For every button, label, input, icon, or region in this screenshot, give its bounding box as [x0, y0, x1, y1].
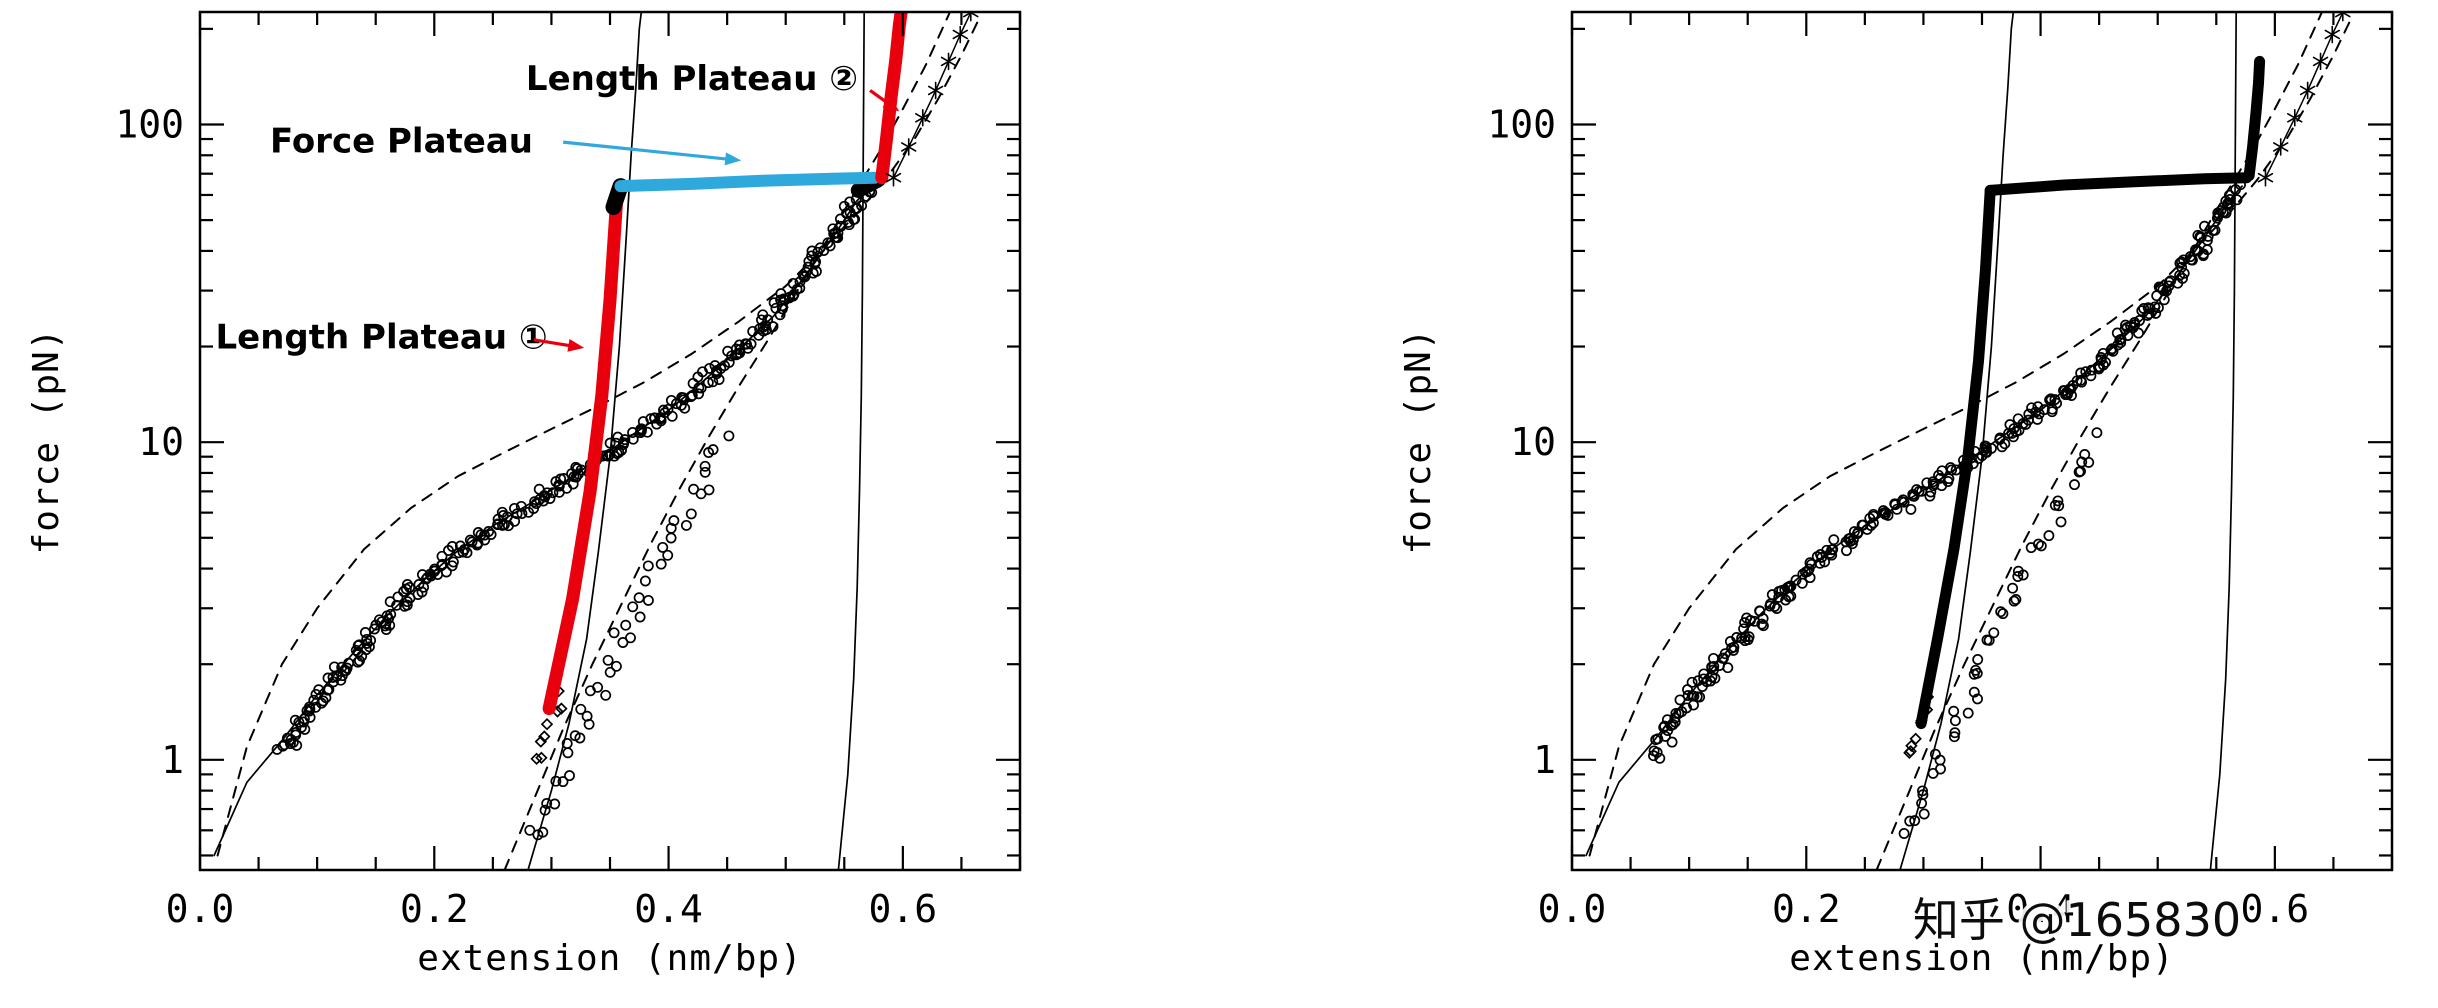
overstretched-form-line: [2209, 12, 2238, 870]
x-tick-label: 0.6: [2241, 887, 2310, 931]
x-tick-label: 0.6: [869, 887, 938, 931]
svg-text:Length Plateau ①: Length Plateau ①: [215, 318, 547, 358]
dsdna-wlc-steep-line: [1899, 12, 2015, 870]
right-plot: 0.0 0.2 0.4 0.6 1 10 100 extension (nm/bp) force…: [1398, 10, 2394, 979]
ssdna-scatter-circles: [524, 430, 735, 841]
annotation-arrowhead: [724, 152, 742, 166]
left-data-layer: [213, 12, 980, 870]
y-axis-label: force (pN): [1398, 328, 1439, 555]
wlc-fit-line: [1585, 185, 2243, 857]
left-axes: 0.0 0.2 0.4 0.6 1 10 100 extension (nm/bp) force…: [26, 10, 1022, 979]
x-tick-label: 0.4: [2006, 887, 2075, 931]
high-force-stars: [2257, 12, 2351, 187]
svg-text:Force Plateau: Force Plateau: [270, 122, 533, 162]
watermark-halo: 知乎 @165830: [1913, 893, 2241, 947]
ssdna-scatter-circles: [1898, 427, 2103, 839]
force-plateau-segment: [614, 171, 881, 193]
x-tick-label: 0.2: [1772, 887, 1841, 931]
y-tick-label: 100: [1487, 102, 1556, 146]
x-axis-label: extension (nm/bp): [417, 938, 802, 979]
watermark-text: 知乎 @165830: [1913, 893, 2241, 947]
y-axis-label: force (pN): [26, 328, 67, 555]
wlc-fit-line: [213, 185, 871, 857]
length-plateau-2-label: Length Plateau ②: [526, 59, 900, 112]
force-plateau-thick: [1984, 172, 2253, 196]
right-data-layer: [1585, 12, 2352, 870]
overstretch-rise-thick: [2243, 55, 2266, 182]
y-tick-label: 1: [161, 738, 184, 782]
fjc-fit-dashed-upper: [216, 17, 980, 857]
y-tick-label: 100: [115, 102, 184, 146]
y-tick-label: 10: [1510, 420, 1556, 464]
x-tick-label: 0.4: [634, 887, 703, 931]
dsdna-rise-thick: [1915, 184, 1996, 730]
x-tick-label: 0.2: [400, 887, 469, 931]
annotation-arrow-line: [562, 140, 732, 162]
annotation-arrowhead: [882, 96, 900, 112]
x-axis-label: extension (nm/bp): [1789, 938, 2174, 979]
length-plateau-1-label: Length Plateau ①: [215, 318, 585, 358]
overstretched-form-line: [837, 12, 866, 870]
x-tick-label: 0.0: [1538, 887, 1607, 931]
annotation-arrow-line: [533, 338, 576, 348]
x-tick-label: 0.0: [166, 887, 235, 931]
force-plateau-label: Force Plateau: [270, 122, 742, 166]
dsdna-wlc-steep-line: [527, 12, 643, 870]
dna-data-circles: [1648, 179, 2246, 764]
annotation-arrowhead: [567, 339, 585, 352]
dna-data-circles: [271, 181, 878, 755]
y-tick-label: 10: [138, 420, 184, 464]
svg-text:Length Plateau ②: Length Plateau ②: [526, 59, 858, 99]
length-plateau-1-segment: [542, 188, 624, 716]
fjc-fit-dashed-upper: [1588, 17, 2352, 857]
right-axes: 0.0 0.2 0.4 0.6 1 10 100 extension (nm/bp) force…: [1398, 10, 2394, 979]
fjc-fit-dashed-lower: [1875, 12, 2323, 870]
length-plateau-2-segment: [875, 12, 908, 185]
y-tick-label: 1: [1533, 738, 1556, 782]
left-plot: 0.0 0.2 0.4 0.6 1 10 100 extension (nm/bp) force…: [26, 10, 1022, 979]
